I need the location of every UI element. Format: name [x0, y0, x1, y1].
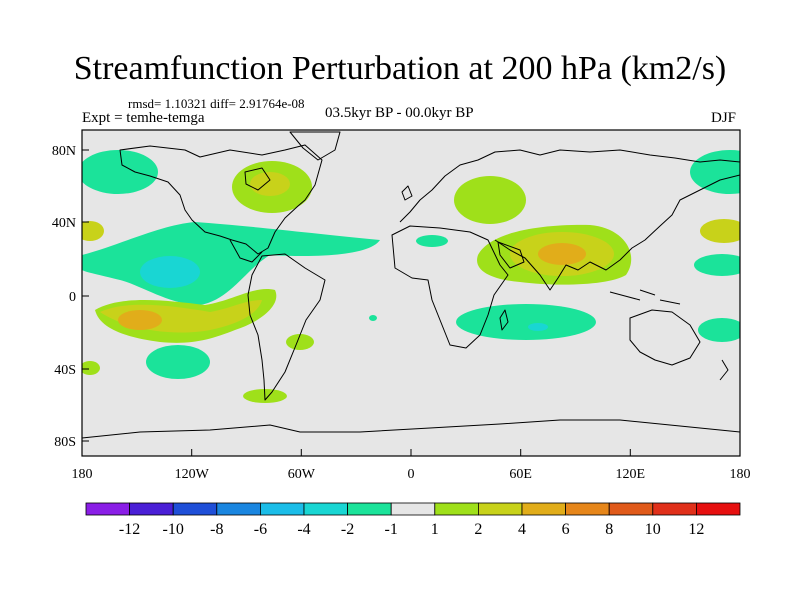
- coast-asia: [494, 174, 740, 291]
- colorbar-label: -10: [163, 521, 184, 538]
- coast-australia: [629, 309, 701, 366]
- anomaly-europe-positive: [454, 176, 526, 224]
- colorbar-swatch: [347, 502, 392, 516]
- coast-indonesia: [609, 289, 681, 305]
- colorbar-swatch: [608, 502, 654, 516]
- axis-ticks: [81, 149, 741, 456]
- colorbar-swatch: [696, 502, 741, 516]
- colorbar-swatch: [434, 502, 479, 516]
- colorbar-label: 12: [688, 521, 704, 538]
- colorbar-swatch: [216, 502, 261, 516]
- lon-label: 120E: [616, 467, 646, 482]
- anomaly-south-asia-core: [538, 243, 586, 265]
- anomaly-south-pacific-core: [118, 310, 162, 330]
- coast-gulf-of-mexico: [229, 239, 263, 263]
- coast-north-america: [119, 144, 323, 255]
- lat-label: 80S: [54, 435, 76, 450]
- coast-madagascar: [499, 309, 509, 331]
- lon-label: 120W: [175, 467, 210, 482]
- colorbar-label: -6: [254, 521, 267, 538]
- colorbar-swatch: [565, 502, 610, 516]
- anomaly-indian-ocean-negative: [456, 304, 596, 340]
- lat-label: 40S: [54, 363, 76, 378]
- colorbar-label: -12: [119, 521, 140, 538]
- colorbar-swatch: [129, 502, 174, 516]
- lat-label: 0: [69, 290, 76, 305]
- colorbar: -12 -10 -8 -6 -4 -2 -1 1 2 4 6 8 10 12: [85, 502, 741, 538]
- colorbar-label: 1: [431, 521, 439, 538]
- anomaly-sw-pacific-negative: [698, 318, 740, 342]
- season-label: DJF: [711, 110, 737, 126]
- colorbar-label: 8: [605, 521, 613, 538]
- coast-greenland: [289, 131, 341, 161]
- coast-hudson-bay: [244, 167, 271, 191]
- lon-label: 0: [408, 467, 415, 482]
- figure-title: Streamfunction Perturbation at 200 hPa (…: [73, 50, 727, 87]
- coast-arabian-peninsula: [497, 241, 525, 269]
- colorbar-swatch: [477, 502, 523, 516]
- coast-new-zealand: [719, 359, 729, 381]
- lon-label: 60W: [288, 467, 316, 482]
- colorbar-label: 10: [645, 521, 661, 538]
- anomaly-tropical-negative-core: [140, 256, 200, 288]
- anomaly-south-pacific-negative: [146, 345, 210, 379]
- colorbar-label: -8: [210, 521, 223, 538]
- lat-label: 80N: [52, 144, 76, 159]
- anomaly-east-edge-negative: [694, 254, 740, 276]
- map-plot-area: [82, 130, 740, 456]
- period-label: 03.5kyr BP - 00.0kyr BP: [325, 105, 474, 121]
- anomaly-east-edge-positive: [700, 219, 740, 243]
- coast-africa: [391, 225, 509, 349]
- anomaly-west-edge-positive: [82, 221, 104, 241]
- colorbar-swatch: [172, 502, 218, 516]
- colorbar-swatch: [521, 502, 566, 516]
- colorbar-label: -4: [297, 521, 310, 538]
- anomaly-shading: [82, 150, 740, 403]
- lon-label: 180: [730, 467, 751, 482]
- colorbar-label: 2: [474, 521, 482, 538]
- colorbar-swatch: [303, 502, 348, 516]
- anomaly-nw-pacific-negative: [82, 150, 158, 194]
- colorbar-label: 6: [562, 521, 570, 538]
- experiment-label: Expt = temhe-temga: [82, 110, 205, 126]
- lon-tick-labels: 180 120W 60W 0 60E 120E 180: [72, 467, 751, 482]
- coast-antarctica: [82, 419, 740, 439]
- colorbar-label: -1: [385, 521, 398, 538]
- anomaly-south-atlantic-positive: [286, 334, 314, 350]
- lat-tick-labels: 80N 40N 0 40S 80S: [52, 144, 76, 450]
- rmsd-diff-stats: rmsd= 1.10321 diff= 2.91764e-08: [128, 96, 305, 111]
- lon-label: 60E: [509, 467, 532, 482]
- colorbar-swatch: [652, 502, 697, 516]
- anomaly-west-edge-small: [82, 361, 100, 375]
- colorbar-swatch: [259, 502, 305, 516]
- anomaly-atlantic-small-negative: [416, 235, 448, 247]
- colorbar-swatch: [85, 502, 130, 516]
- anomaly-mid-atlantic-dot: [369, 315, 377, 321]
- anomaly-indian-ocean-core: [528, 323, 548, 331]
- colorbar-label: -2: [341, 521, 354, 538]
- coastlines: [82, 131, 740, 439]
- colorbar-label: 4: [518, 521, 526, 538]
- lat-label: 40N: [52, 216, 76, 231]
- colorbar-swatch: [390, 502, 436, 516]
- anomaly-ne-pacific-negative: [690, 150, 740, 194]
- coast-europe: [399, 149, 740, 223]
- coast-uk: [401, 185, 413, 201]
- anomaly-north-america-core: [250, 172, 290, 196]
- coast-south-america: [247, 253, 326, 401]
- lon-label: 180: [72, 467, 93, 482]
